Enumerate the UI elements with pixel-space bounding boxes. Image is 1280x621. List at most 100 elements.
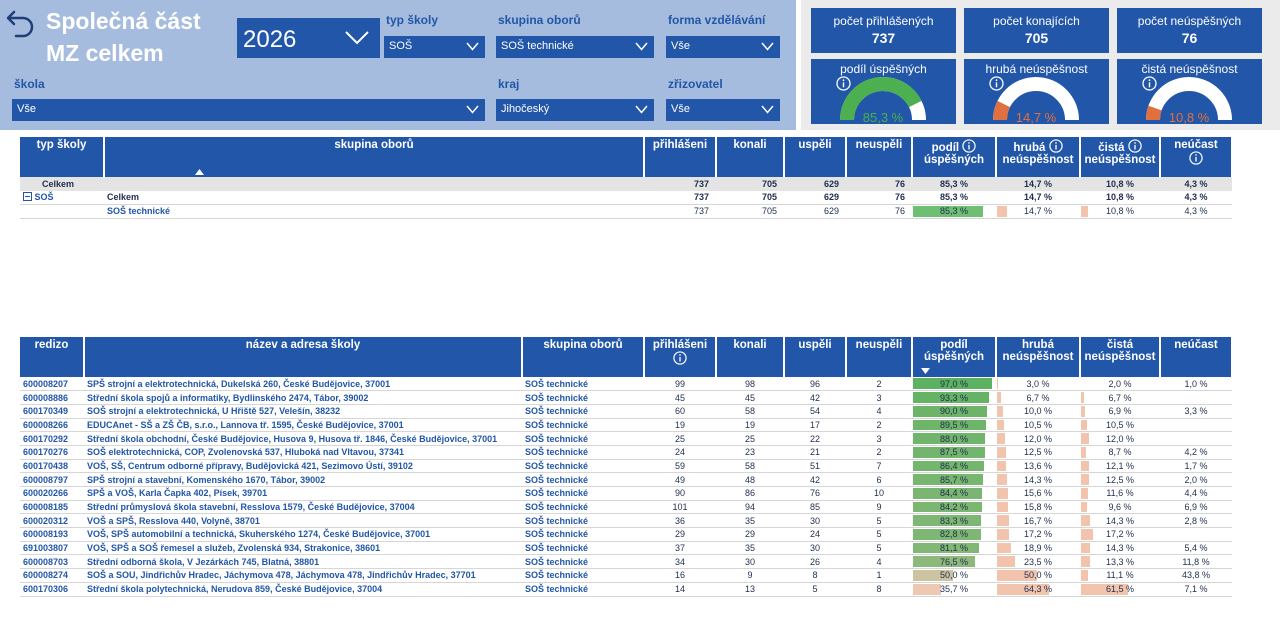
redizo-cell[interactable]: 600170276 bbox=[20, 445, 84, 460]
redizo-cell[interactable]: 600170438 bbox=[20, 459, 84, 474]
school-name-cell[interactable]: VOŠ, SPŠ automobilní a technická, Skuher… bbox=[84, 527, 522, 542]
typ-skoly-select[interactable]: SOŠ bbox=[384, 36, 485, 58]
redizo-cell[interactable]: 600008207 bbox=[20, 377, 84, 392]
skupina-cell[interactable]: SOŠ technické bbox=[522, 472, 644, 487]
skupina-cell[interactable]: SOŠ technické bbox=[522, 418, 644, 433]
redizo-cell[interactable]: 600008797 bbox=[20, 472, 84, 487]
kraj-select[interactable]: Jihočeský bbox=[496, 99, 654, 121]
skupina-cell[interactable]: SOŠ technické bbox=[522, 582, 644, 597]
col-skupina-label: skupina oborů bbox=[543, 339, 623, 351]
info-icon[interactable] bbox=[1189, 151, 1203, 165]
school-name-cell[interactable]: SOŠ strojní a elektrotechnická, U Hřiště… bbox=[84, 404, 522, 419]
school-name-cell[interactable]: SPŠ strojní a stavební, Komenského 1670,… bbox=[84, 472, 522, 487]
col-typ-skoly[interactable]: typ školy bbox=[20, 137, 105, 177]
col-neucast[interactable]: neúčast bbox=[1160, 137, 1233, 177]
col-skupina-oboru[interactable]: skupina oborů bbox=[104, 137, 645, 177]
school-name-cell[interactable]: VOŠ, SPŠ a SOŠ řemesel a služeb, Zvolens… bbox=[84, 541, 522, 556]
zrizovatel-select[interactable]: Vše bbox=[666, 99, 780, 121]
col-redizo[interactable]: redizo bbox=[20, 337, 85, 377]
col-uspeli[interactable]: uspěli bbox=[784, 137, 847, 177]
skupina-cell[interactable]: SOŠ technické bbox=[522, 390, 644, 405]
redizo-cell[interactable]: 600008185 bbox=[20, 500, 84, 515]
col-uspeli[interactable]: uspěli bbox=[784, 337, 847, 377]
redizo-cell[interactable]: 600170349 bbox=[20, 404, 84, 419]
col-podil-uspesnych[interactable]: podíl úspěšných bbox=[912, 337, 997, 377]
skupina-cell[interactable]: SOŠ technické bbox=[522, 500, 644, 515]
skupina-cell[interactable]: SOŠ technické bbox=[522, 404, 644, 419]
hruba-cell-bar bbox=[997, 392, 1001, 403]
col-konali[interactable]: konali bbox=[716, 137, 785, 177]
school-name-cell[interactable]: SPŠ a VOŠ, Karla Čapka 402, Písek, 39701 bbox=[84, 486, 522, 501]
school-name-cell[interactable]: SOŠ a SOU, Jindřichův Hradec, Jáchymova … bbox=[84, 568, 522, 583]
school-name-cell[interactable]: Střední škola obchodní, České Budějovice… bbox=[84, 431, 522, 446]
skupina-cell[interactable]: SOŠ technické bbox=[522, 377, 644, 392]
redizo-cell[interactable]: 600008266 bbox=[20, 418, 84, 433]
skupina-cell[interactable]: SOŠ technické bbox=[522, 445, 644, 460]
school-name-cell[interactable]: SPŠ strojní a elektrotechnická, Dukelská… bbox=[84, 377, 522, 392]
col-skupina[interactable]: skupina oborů bbox=[522, 337, 645, 377]
info-icon[interactable] bbox=[836, 76, 851, 91]
sort-asc-icon[interactable] bbox=[195, 169, 204, 175]
col-podil-uspesnych[interactable]: podíl úspěšných bbox=[912, 137, 997, 177]
group-typ[interactable]: SOŠ bbox=[20, 190, 104, 205]
col-neuspeli[interactable]: neuspěli bbox=[846, 137, 913, 177]
col-hruba-neuspesnost[interactable]: hrubá neúspěšnost bbox=[996, 137, 1081, 177]
info-icon[interactable] bbox=[989, 76, 1004, 91]
detail-skupina[interactable]: SOŠ technické bbox=[104, 204, 644, 219]
redizo-cell[interactable]: 600008274 bbox=[20, 568, 84, 583]
col-nazev[interactable]: název a adresa školy bbox=[84, 337, 523, 377]
table-row: 600170349 SOŠ strojní a elektrotechnická,… bbox=[20, 404, 1232, 419]
redizo-cell[interactable]: 600008193 bbox=[20, 527, 84, 542]
redizo-cell[interactable]: 600020266 bbox=[20, 486, 84, 501]
podil-cell: 89,5 % bbox=[912, 418, 996, 433]
collapse-icon[interactable] bbox=[23, 192, 32, 202]
col-neuspeli[interactable]: neuspěli bbox=[846, 337, 913, 377]
info-icon[interactable] bbox=[962, 139, 977, 153]
redizo-cell[interactable]: 600020312 bbox=[20, 513, 84, 529]
table-row: 600020312 VOŠ a SPŠ, Resslova 440, Volyně… bbox=[20, 513, 1232, 529]
skupina-cell[interactable]: SOŠ technické bbox=[522, 486, 644, 501]
col-cista-neuspesnost[interactable]: čistá neúspěšnost bbox=[1080, 337, 1161, 377]
hruba-cell: 6,7 % bbox=[996, 390, 1080, 405]
skupina-cell[interactable]: SOŠ technické bbox=[522, 431, 644, 446]
cista-cell-bar bbox=[1081, 446, 1086, 458]
redizo-cell[interactable]: 600170306 bbox=[20, 582, 84, 597]
redizo-cell[interactable]: 691003807 bbox=[20, 541, 84, 556]
skupina-cell[interactable]: SOŠ technické bbox=[522, 527, 644, 542]
sort-desc-icon[interactable] bbox=[921, 368, 930, 374]
info-icon[interactable] bbox=[1048, 139, 1063, 153]
col-cista-neuspesnost[interactable]: čistá neúspěšnost bbox=[1080, 137, 1161, 177]
year-select[interactable]: 2026 bbox=[237, 18, 380, 58]
school-name-cell[interactable]: Střední škola polytechnická, Nerudova 85… bbox=[84, 582, 522, 597]
skupina-cell[interactable]: SOŠ technické bbox=[522, 513, 644, 529]
skupina-cell[interactable]: SOŠ technické bbox=[522, 541, 644, 556]
school-name-cell[interactable]: SOŠ elektrotechnická, COP, Zvolenovská 5… bbox=[84, 445, 522, 460]
info-icon[interactable] bbox=[673, 351, 687, 365]
school-name-cell[interactable]: VOŠ, SŠ, Centrum odborné přípravy, Buděj… bbox=[84, 459, 522, 474]
col-prihlaseni[interactable]: přihlášeni bbox=[644, 337, 717, 377]
skupina-cell[interactable]: SOŠ technické bbox=[522, 568, 644, 583]
skupina-cell[interactable]: SOŠ technické bbox=[522, 554, 644, 570]
neuspeli-cell: 5 bbox=[846, 513, 912, 529]
skupina-oboru-select[interactable]: SOŠ technické bbox=[496, 36, 654, 58]
cista-cell-value: 11,6 % bbox=[1106, 488, 1134, 499]
col-konali[interactable]: konali bbox=[716, 337, 785, 377]
back-arrow-icon[interactable] bbox=[6, 8, 36, 38]
redizo-cell[interactable]: 600170292 bbox=[20, 431, 84, 446]
school-name-cell[interactable]: Střední škola spojů a informatiky, Bydli… bbox=[84, 390, 522, 405]
redizo-cell[interactable]: 600008886 bbox=[20, 390, 84, 405]
school-name-cell[interactable]: VOŠ a SPŠ, Resslova 440, Volyně, 38701 bbox=[84, 513, 522, 529]
redizo-cell[interactable]: 600008703 bbox=[20, 554, 84, 570]
prihlaseni-cell: 14 bbox=[644, 582, 716, 597]
col-hruba-neuspesnost[interactable]: hrubá neúspěšnost bbox=[996, 337, 1081, 377]
col-neucast[interactable]: neúčast bbox=[1160, 337, 1233, 377]
school-name-cell[interactable]: Střední odborná škola, V Jezárkách 745, … bbox=[84, 554, 522, 570]
col-prihlaseni[interactable]: přihlášeni bbox=[644, 137, 717, 177]
skupina-cell[interactable]: SOŠ technické bbox=[522, 459, 644, 474]
info-icon[interactable] bbox=[1128, 139, 1142, 153]
school-name-cell[interactable]: EDUCAnet - SŠ a ZŠ ČB, s.r.o., Lannova t… bbox=[84, 418, 522, 433]
forma-vzdelavani-select[interactable]: Vše bbox=[666, 36, 780, 58]
school-name-cell[interactable]: Střední průmyslová škola stavební, Ressl… bbox=[84, 500, 522, 515]
info-icon[interactable] bbox=[1142, 76, 1157, 91]
skola-select[interactable]: Vše bbox=[12, 99, 485, 121]
